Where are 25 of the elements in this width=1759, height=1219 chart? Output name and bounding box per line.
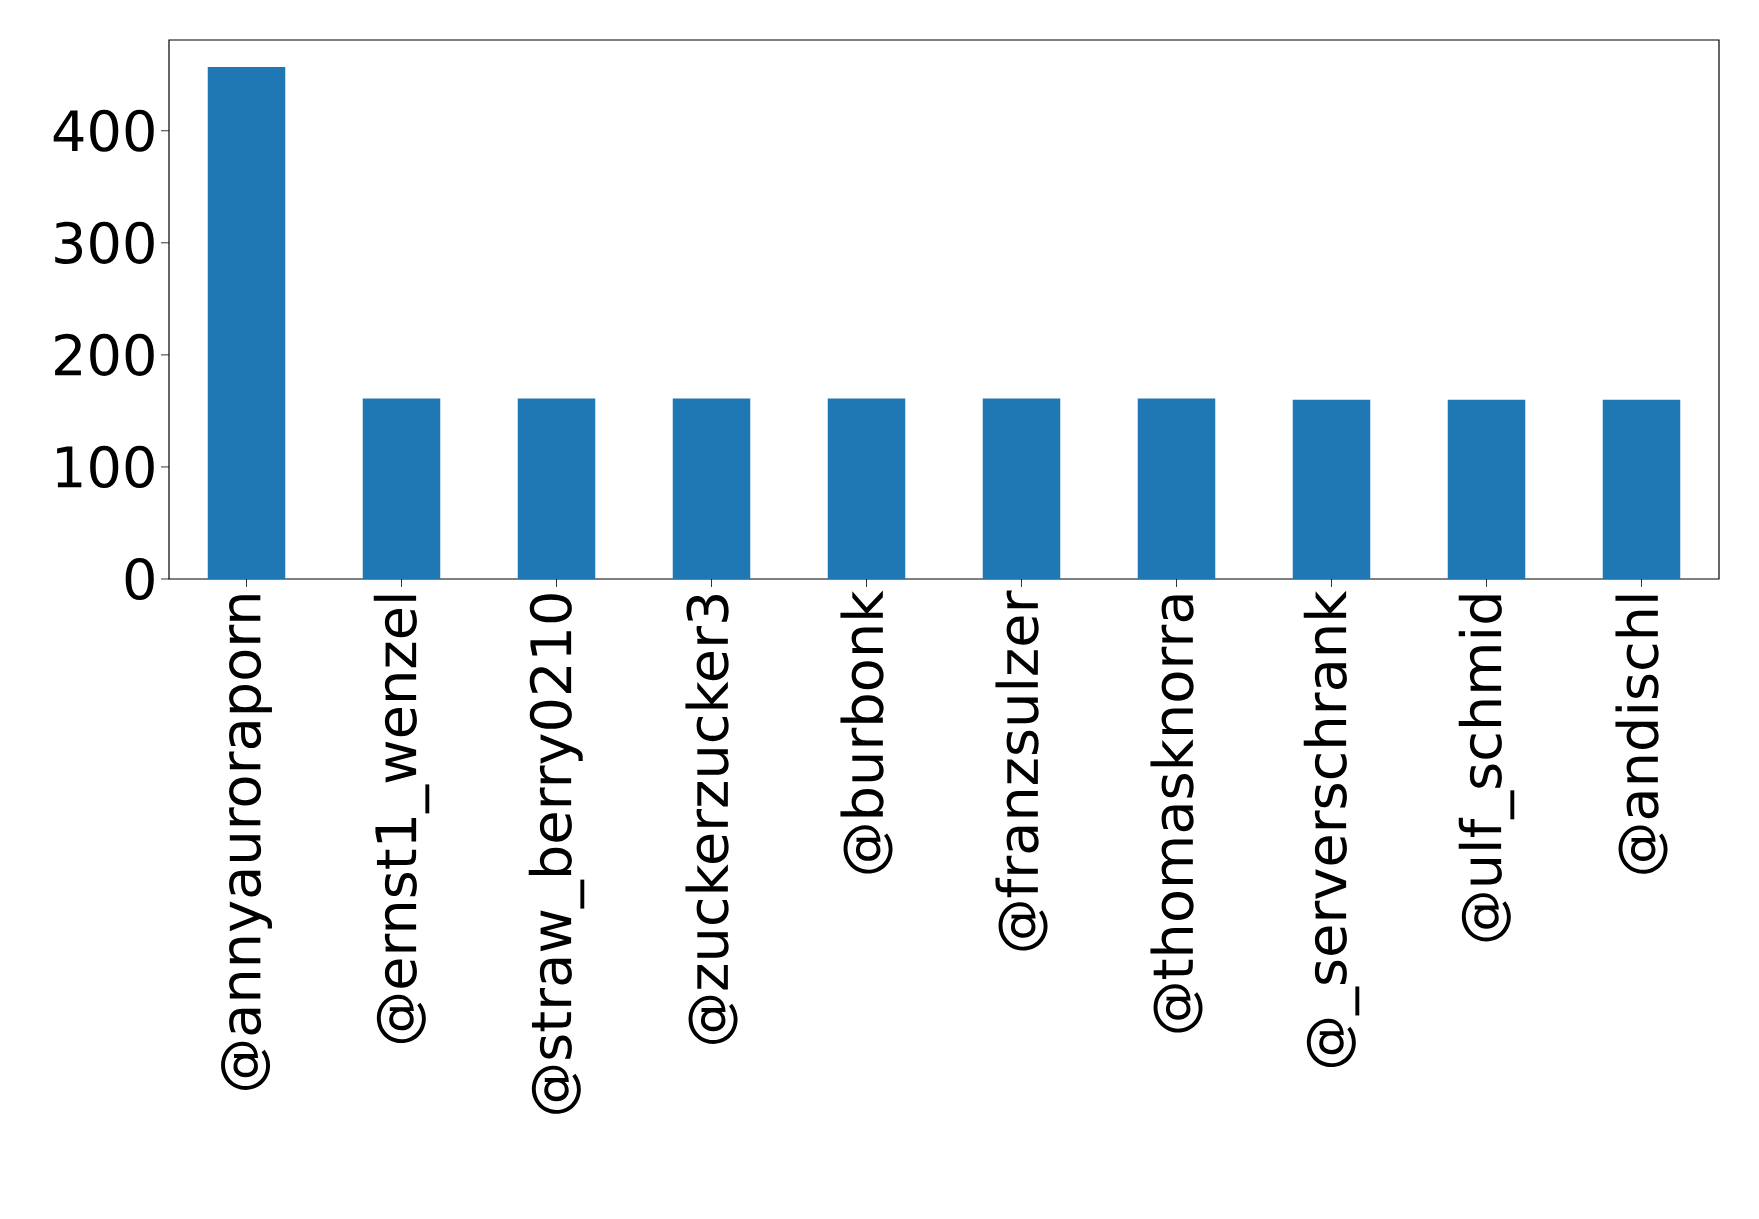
y-tick-label: 0 <box>125 557 154 601</box>
x-tick-label: @zuckerzucker3 <box>685 594 738 1044</box>
bar <box>1292 399 1371 579</box>
x-tick-label: @franzsulzer <box>995 590 1048 951</box>
bar <box>982 398 1061 579</box>
y-tick-label: 100 <box>57 445 154 489</box>
bar <box>362 398 441 579</box>
bar <box>672 398 751 579</box>
x-tick-label: @annyauroraporn <box>221 595 272 1090</box>
x-tick-label: @thomasknorra <box>1150 595 1203 1033</box>
x-tick-label: @_serverschrank <box>1303 590 1360 1068</box>
y-tick-label: 300 <box>55 221 154 264</box>
x-tick-label: @straw_berry0210 <box>528 594 585 1114</box>
bar <box>207 66 286 579</box>
bar <box>1602 399 1681 579</box>
bar <box>1447 399 1526 579</box>
bar <box>517 398 596 579</box>
x-tick-label: @andischl <box>1615 595 1668 874</box>
bar <box>827 398 906 579</box>
y-tick-label: 200 <box>55 333 154 376</box>
x-tick-label: @burbonk <box>840 590 893 874</box>
bar <box>1137 398 1216 579</box>
x-tick-label: @ernst1_wenzel <box>373 595 430 1044</box>
y-tick-label: 400 <box>53 109 154 152</box>
x-tick-label: @ulf_schmid <box>1458 595 1515 942</box>
